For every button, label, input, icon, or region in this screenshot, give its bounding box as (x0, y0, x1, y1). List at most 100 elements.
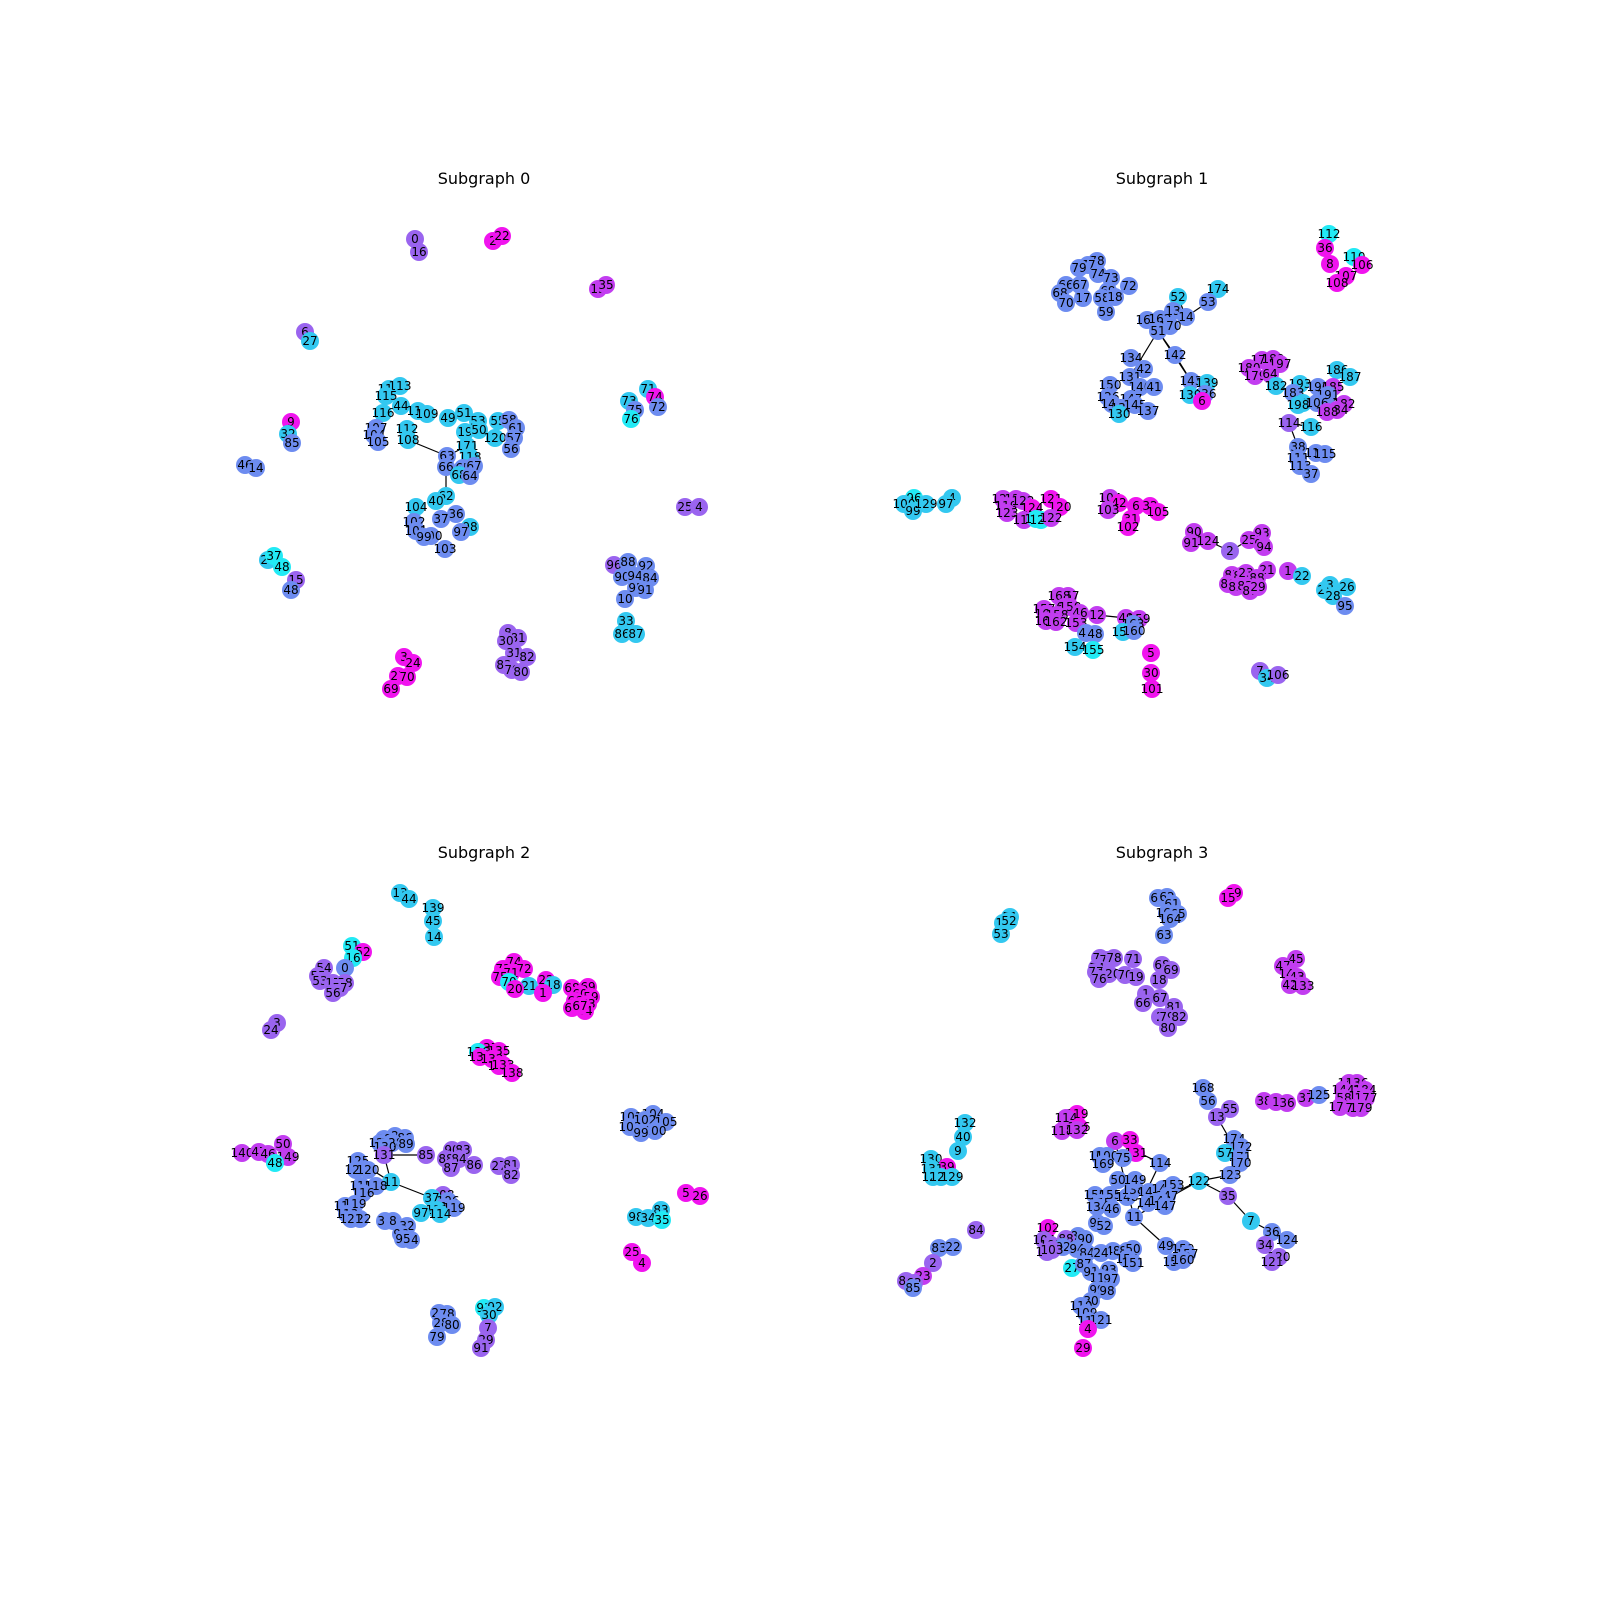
graph-node: 129 (941, 1168, 963, 1186)
node-label: 137 (1137, 404, 1160, 418)
node-label: 86 (614, 627, 629, 641)
node-label: 69 (1163, 963, 1178, 977)
node-label: 143 (1180, 374, 1203, 388)
node-label: 22 (945, 1240, 960, 1254)
node-marker (382, 1173, 400, 1191)
graph-node: 94 (1255, 538, 1273, 556)
graph-node: 109 (416, 405, 438, 423)
node-marker (455, 404, 473, 422)
node-label: 48 (267, 1156, 282, 1170)
graph-node: 95 (1336, 597, 1354, 615)
node-marker (992, 925, 1010, 943)
node-marker (619, 553, 637, 571)
node-label: 3 (1326, 578, 1334, 592)
graph-node: 169 (1092, 1155, 1114, 1173)
node-marker (1219, 1187, 1237, 1205)
node-marker (571, 997, 589, 1015)
graph-node: 2 (1221, 542, 1239, 560)
node-marker (1199, 532, 1217, 550)
graph-node: 45 (424, 912, 442, 930)
node-label: 36 (448, 507, 463, 521)
node-marker (1114, 1149, 1132, 1167)
node-marker (382, 680, 400, 698)
node-marker (443, 1316, 461, 1334)
graph-node: 149 (1124, 1171, 1146, 1189)
graph-node: 138 (501, 1064, 523, 1082)
node-label: 103 (434, 542, 457, 556)
graph-node: 6 (1193, 392, 1211, 410)
node-label: 2 (929, 1256, 937, 1270)
node-label: 70 (399, 670, 414, 684)
node-label: 96 (606, 558, 621, 572)
node-label: 97 (938, 497, 953, 511)
graph-node: 31 (505, 644, 523, 662)
node-marker (613, 568, 631, 586)
node-label: 37 (1303, 467, 1318, 481)
graph-node: 30 (1142, 664, 1160, 682)
node-label: 72 (516, 962, 531, 976)
graph-node: 8 (384, 1212, 402, 1230)
graph-node: 25 (623, 1243, 641, 1261)
graph-node: 102 (1117, 518, 1139, 536)
node-marker (418, 405, 436, 423)
graph-node: 4 (633, 1254, 651, 1272)
node-label: 125 (1308, 1088, 1331, 1102)
node-label: 134 (1086, 1200, 1109, 1214)
node-label: 4 (638, 1256, 646, 1270)
graph-node: 142 (1164, 346, 1186, 364)
node-marker (336, 959, 354, 977)
graph-node: 46 (1103, 1200, 1121, 1218)
node-marker (324, 984, 342, 1002)
node-label: 112 (1318, 227, 1341, 241)
node-marker (636, 581, 654, 599)
node-marker (1246, 367, 1264, 385)
node-marker (1135, 360, 1153, 378)
node-label: 124 (1276, 1233, 1299, 1247)
graph-node: 80 (1159, 1019, 1177, 1037)
graph-node: 86 (465, 1156, 483, 1174)
node-label: 73 (1103, 271, 1118, 285)
graph-node: 4 (690, 498, 708, 516)
node-label: 79 (429, 1330, 444, 1344)
graph-node: 105 (1147, 503, 1169, 521)
graph-node: 115 (375, 387, 397, 405)
node-label: 106 (1267, 668, 1290, 682)
node-marker (392, 397, 410, 415)
node-label: 1 (1272, 1095, 1280, 1109)
graph-node: 132 (954, 1114, 976, 1132)
node-marker (428, 1328, 446, 1346)
node-label: 120 (484, 431, 507, 445)
graph-node: 48 (1086, 625, 1104, 643)
node-marker (1169, 288, 1187, 306)
node-label: 8 (389, 1214, 397, 1228)
node-label: 116 (372, 406, 395, 420)
node-marker (924, 1254, 942, 1272)
graph-node: 56 (502, 440, 520, 458)
node-label: 25 (1241, 533, 1256, 547)
node-label: 179 (1350, 1101, 1373, 1115)
node-marker (394, 1230, 412, 1248)
graph-node: 147 (1154, 1197, 1176, 1215)
graph-node: 91 (636, 581, 654, 599)
graph-node: 41 (1145, 378, 1163, 396)
node-marker (622, 410, 640, 428)
node-marker (410, 243, 428, 261)
node-marker (1057, 294, 1075, 312)
graph-node: 70 (1057, 294, 1075, 312)
node-marker (427, 492, 445, 510)
graph-node: 30 (480, 1306, 498, 1324)
node-label: 129 (915, 497, 938, 511)
node-marker (400, 890, 418, 908)
node-marker (424, 899, 442, 917)
node-marker (1000, 912, 1018, 930)
node-marker (633, 1254, 651, 1272)
node-marker (954, 1128, 972, 1146)
node-marker (967, 1221, 985, 1239)
graph-node: 18 (1150, 971, 1168, 989)
graph-node: 90 (613, 568, 631, 586)
graph-node: 69 (1162, 961, 1180, 979)
node-marker (1109, 1171, 1127, 1189)
graph-node: 14 (247, 459, 265, 477)
node-label: 33 (1122, 1133, 1137, 1147)
node-label: 28 (1325, 589, 1340, 603)
